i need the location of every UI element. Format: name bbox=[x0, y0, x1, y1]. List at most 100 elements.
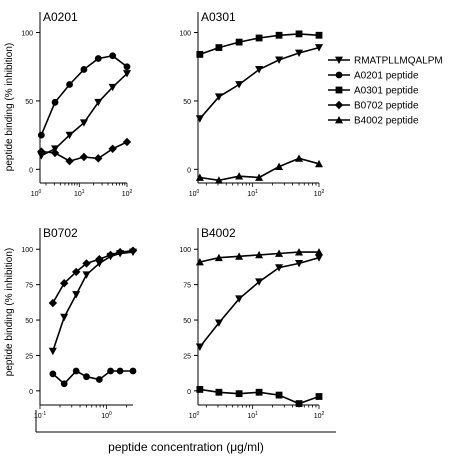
x-tick-label: 102 bbox=[122, 189, 133, 198]
data-point bbox=[123, 63, 131, 71]
data-point bbox=[196, 51, 204, 58]
data-point bbox=[48, 298, 58, 308]
panel-title: B0702 bbox=[43, 226, 78, 240]
x-tick-label: 100 bbox=[189, 189, 200, 198]
x-tick-label: 101 bbox=[247, 189, 258, 198]
data-point bbox=[275, 162, 284, 170]
data-point bbox=[315, 248, 323, 256]
data-point bbox=[255, 388, 263, 396]
data-point bbox=[235, 38, 243, 46]
x-tick-label: 101 bbox=[247, 411, 258, 420]
legend-item: B4002 peptide bbox=[328, 116, 419, 127]
data-point bbox=[79, 152, 89, 162]
data-point bbox=[275, 264, 284, 272]
x-axis-label: peptide concentration (μg/ml) bbox=[108, 440, 264, 454]
data-point bbox=[106, 250, 115, 260]
data-point bbox=[129, 367, 137, 375]
legend-item: RMATPLLMQALPM bbox=[328, 56, 443, 67]
data-point bbox=[50, 148, 60, 158]
data-point bbox=[295, 49, 304, 58]
data-point bbox=[235, 295, 244, 303]
data-point bbox=[108, 144, 117, 153]
y-tick-label: 75 bbox=[25, 283, 33, 290]
data-point bbox=[195, 173, 204, 181]
data-point bbox=[255, 250, 264, 259]
series-line bbox=[199, 256, 320, 348]
y-tick-label: 0 bbox=[187, 167, 191, 174]
data-point bbox=[49, 370, 57, 378]
panel-b4002: B4002 0 25 50 75 100 100 101 102 bbox=[179, 226, 324, 420]
y-tick-label: 50 bbox=[183, 99, 191, 106]
data-point bbox=[255, 34, 263, 42]
data-point bbox=[37, 131, 45, 139]
y-tick-label: 25 bbox=[183, 353, 191, 360]
legend-marker bbox=[335, 86, 343, 94]
data-point bbox=[275, 391, 283, 399]
data-point bbox=[95, 376, 103, 383]
x-tick-label: 102 bbox=[314, 411, 325, 420]
data-point bbox=[255, 66, 264, 74]
y-tick-label: 100 bbox=[21, 31, 33, 38]
panel-title: A0301 bbox=[201, 10, 236, 24]
data-point bbox=[66, 81, 73, 88]
panel-title: B4002 bbox=[201, 226, 236, 240]
data-point bbox=[116, 367, 124, 375]
data-point bbox=[295, 154, 304, 162]
panel-a0201: A0201 0 50 100 100 101 102 bbox=[21, 10, 132, 198]
data-point bbox=[214, 176, 223, 184]
data-point bbox=[295, 260, 304, 268]
data-point bbox=[196, 386, 204, 393]
panels: A0201 0 50 100 100 101 102 A0301 0 50 100 100 101 102… bbox=[21, 10, 324, 420]
x-tick-label: 100 bbox=[31, 189, 42, 198]
data-point bbox=[94, 55, 102, 62]
data-point bbox=[80, 66, 88, 73]
y-axis-label-top: peptide binding (% inhibition) bbox=[4, 43, 15, 171]
legend-marker bbox=[335, 116, 343, 124]
x-tick-label: 10-1 bbox=[34, 411, 46, 420]
series-triangle-down bbox=[195, 44, 323, 123]
data-point bbox=[235, 252, 244, 260]
data-point bbox=[122, 137, 132, 147]
legend-item: A0301 peptide bbox=[328, 86, 419, 97]
y-tick-label: 0 bbox=[187, 389, 191, 396]
panel-b0702: B0702 0 25 50 75 100 10-1 100 bbox=[21, 226, 138, 420]
x-tick-label: 101 bbox=[74, 189, 85, 198]
data-point bbox=[315, 44, 323, 52]
y-tick-label: 0 bbox=[29, 167, 33, 174]
data-point bbox=[255, 173, 264, 181]
series-diamond bbox=[37, 137, 132, 166]
data-point bbox=[115, 247, 125, 257]
series-circle bbox=[37, 52, 131, 139]
y-tick-label: 25 bbox=[25, 353, 33, 360]
figure-frame: peptide binding (% inhibition) peptide b… bbox=[4, 43, 336, 454]
data-point bbox=[72, 291, 81, 299]
data-point bbox=[95, 254, 104, 264]
data-point bbox=[195, 343, 204, 351]
data-point bbox=[215, 44, 223, 51]
series-line bbox=[52, 251, 134, 352]
legend-item: B0702 peptide bbox=[328, 101, 419, 112]
legend-marker bbox=[335, 71, 343, 79]
y-tick-label: 50 bbox=[25, 99, 33, 106]
data-point bbox=[107, 367, 114, 375]
series-square bbox=[196, 386, 323, 407]
legend-label: A0301 peptide bbox=[354, 86, 419, 97]
data-point bbox=[195, 257, 204, 266]
data-point bbox=[315, 393, 323, 400]
x-tick-label: 102 bbox=[314, 189, 325, 198]
legend-item: A0201 peptide bbox=[328, 71, 419, 82]
data-point bbox=[94, 98, 103, 107]
series-triangle-up bbox=[195, 154, 323, 184]
data-point bbox=[95, 260, 104, 268]
legend-label: A0201 peptide bbox=[354, 71, 419, 82]
data-point bbox=[214, 93, 223, 101]
series-circle bbox=[49, 367, 137, 388]
data-point bbox=[37, 152, 46, 160]
data-point bbox=[275, 249, 284, 257]
y-tick-label: 50 bbox=[25, 318, 33, 325]
data-point bbox=[60, 380, 68, 388]
data-point bbox=[60, 313, 69, 322]
panel-a0301: A0301 0 50 100 100 101 102 bbox=[179, 10, 324, 198]
y-axis-label-bottom: peptide binding (% inhibition) bbox=[4, 248, 15, 376]
